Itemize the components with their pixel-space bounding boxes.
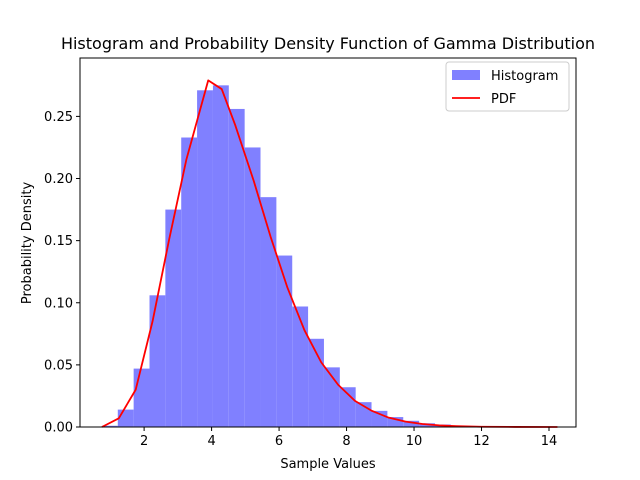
y-tick-label: 0.15 — [44, 234, 73, 249]
histogram-bar — [212, 85, 229, 427]
histogram-bar — [387, 417, 404, 427]
histogram-bar — [228, 108, 245, 427]
y-axis-title: Probability Density — [20, 182, 35, 305]
histogram-bar — [292, 306, 309, 427]
legend-histogram-label: Histogram — [491, 69, 558, 84]
y-tick-label: 0.05 — [44, 358, 73, 373]
y-tick-label: 0.20 — [44, 172, 73, 187]
histogram-bar — [181, 137, 198, 428]
histogram-bar — [276, 255, 293, 427]
plot-area: 2 4 6 8 10 12 14 0.00 0.05 0.10 0.15 0.20 0.25 — [44, 57, 577, 449]
histogram-bar — [101, 425, 118, 427]
x-axis-title: Sample Values — [280, 457, 376, 472]
histogram-bar — [149, 295, 166, 427]
legend: Histogram PDF — [445, 61, 570, 112]
x-tick-label: 12 — [473, 434, 490, 449]
x-tick-label: 10 — [406, 434, 423, 449]
legend-pdf-label: PDF — [491, 92, 516, 107]
histogram-bar — [165, 209, 182, 427]
pdf-line — [101, 79, 558, 428]
histogram-bar — [197, 90, 213, 427]
x-tick-label: 6 — [275, 434, 283, 449]
histogram-bar — [133, 368, 150, 427]
y-tick-label: 0.10 — [44, 296, 73, 311]
chart-title: Histogram and Probability Density Functi… — [61, 34, 595, 53]
x-tick-label: 8 — [342, 434, 350, 449]
legend-histogram-swatch — [452, 70, 480, 80]
x-tick-label: 2 — [140, 434, 148, 449]
histogram-bar — [260, 197, 277, 427]
x-tick-label: 14 — [541, 434, 558, 449]
y-tick-label: 0.00 — [44, 421, 73, 436]
histogram-bar — [244, 147, 261, 428]
y-tick-label: 0.25 — [44, 110, 73, 125]
axes-frame — [79, 57, 577, 428]
histogram-bar — [117, 409, 134, 427]
x-tick-label: 4 — [207, 434, 215, 449]
histogram-bar — [403, 420, 420, 427]
